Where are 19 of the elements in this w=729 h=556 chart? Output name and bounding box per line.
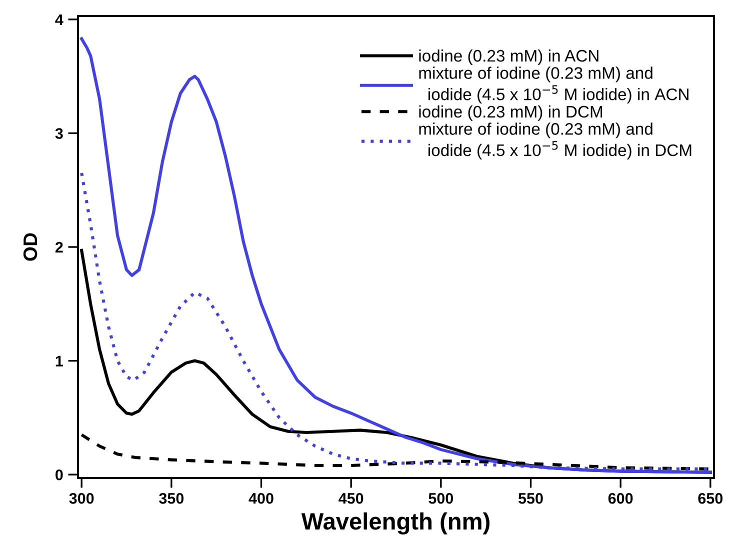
y-tick-label: 2 bbox=[55, 242, 63, 253]
x-tick-label: 550 bbox=[518, 492, 543, 504]
y-tick-label: 0 bbox=[56, 469, 63, 480]
legend-label: mixture of iodine (0.23 mM) and iodide (4.5 x 10$^{−5}$ M iodide) in DCM bbox=[419, 122, 692, 160]
y-tick-label: 3 bbox=[55, 128, 63, 139]
legend-label: iodine (0.23 mM) in DCM bbox=[419, 105, 602, 121]
y-axis-title: OD bbox=[23, 233, 38, 261]
x-tick-label: 650 bbox=[698, 492, 723, 504]
x-tick-label: 300 bbox=[69, 492, 94, 504]
legend-label: iodine (0.23 mM) in ACN bbox=[419, 49, 598, 66]
x-tick-label: 400 bbox=[248, 492, 274, 504]
x-tick-label: 600 bbox=[608, 492, 633, 504]
x-tick-label: 450 bbox=[338, 492, 364, 504]
y-tick-label: 1 bbox=[56, 356, 63, 366]
x-axis-title: Wavelength (nm) bbox=[301, 512, 490, 534]
line-series bbox=[80, 37, 712, 474]
x-tick-label: 500 bbox=[428, 492, 454, 504]
y-tick-label: 4 bbox=[55, 14, 64, 25]
x-tick-label: 350 bbox=[159, 492, 184, 504]
